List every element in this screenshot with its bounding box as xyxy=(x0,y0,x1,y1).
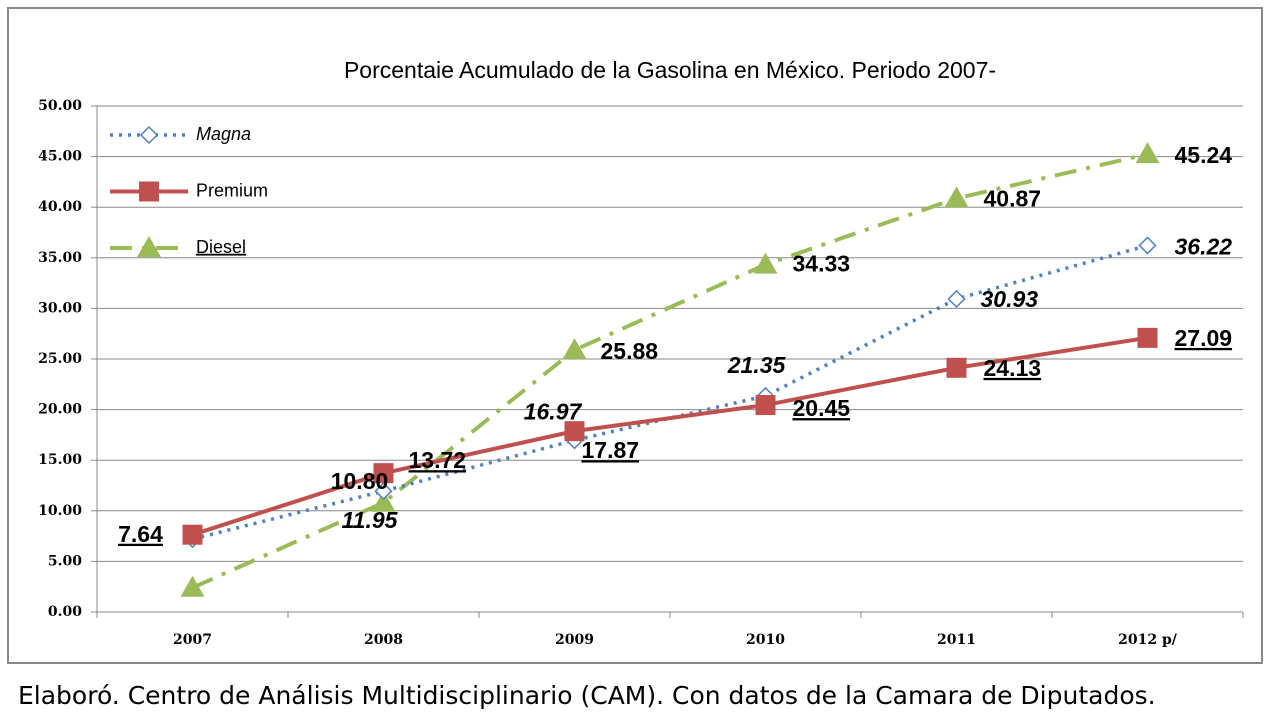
x-tick-label: 2011 xyxy=(937,632,976,648)
data-label: 17.87 xyxy=(582,437,640,463)
legend-label: Diesel xyxy=(196,237,246,257)
data-label: 10.80 xyxy=(331,468,389,494)
data-label: 11.95 xyxy=(342,507,399,533)
chart-title: Porcentaie Acumulado de la Gasolina en M… xyxy=(344,57,996,83)
marker xyxy=(1135,142,1160,164)
data-label: 25.88 xyxy=(601,338,659,364)
marker xyxy=(373,463,394,484)
series-line xyxy=(191,152,1148,590)
x-tick-label: 2009 xyxy=(555,632,594,648)
x-tick-label: 2012 p/ xyxy=(1118,632,1178,648)
x-tick-label: 2008 xyxy=(364,632,403,648)
legend-label: Magna xyxy=(196,124,251,144)
marker xyxy=(947,289,966,309)
y-tick-label: 40.00 xyxy=(38,199,82,215)
marker xyxy=(374,482,393,501)
data-label: 30.93 xyxy=(981,286,1039,312)
data-label: 34.33 xyxy=(793,251,851,277)
series-line xyxy=(191,335,1148,537)
data-label: 40.87 xyxy=(984,185,1042,211)
series-line xyxy=(192,243,1148,541)
footer-note: Elaboró. Centro de Análisis Multidiscipl… xyxy=(18,681,1156,710)
data-label: 16.97 xyxy=(524,398,583,424)
marker xyxy=(182,524,203,545)
legend-marker xyxy=(137,236,161,257)
legend-label: Premium xyxy=(196,180,268,200)
y-tick-label: 45.00 xyxy=(38,149,82,165)
marker xyxy=(944,186,969,208)
marker xyxy=(946,357,967,378)
y-tick-label: 35.00 xyxy=(38,250,82,266)
data-label: 36.22 xyxy=(1175,234,1233,260)
x-tick-label: 2007 xyxy=(173,632,212,648)
marker xyxy=(180,575,205,597)
marker xyxy=(753,252,778,274)
marker xyxy=(1137,327,1158,348)
marker xyxy=(1138,236,1157,255)
y-tick-label: 20.00 xyxy=(38,402,82,418)
marker xyxy=(371,490,396,512)
marker xyxy=(564,421,585,442)
y-tick-label: 15.00 xyxy=(38,452,82,468)
chart-frame xyxy=(7,7,1263,664)
data-label: 20.45 xyxy=(793,395,851,421)
y-tick-label: 50.00 xyxy=(38,98,82,114)
data-label: 13.72 xyxy=(409,447,467,473)
y-tick-label: 10.00 xyxy=(38,503,82,519)
x-tick-label: 2010 xyxy=(746,632,785,648)
y-tick-label: 25.00 xyxy=(38,351,82,367)
marker xyxy=(755,395,776,416)
legend-marker xyxy=(139,125,159,145)
legend-marker xyxy=(139,181,159,202)
data-label: 45.24 xyxy=(1175,142,1233,168)
data-label: 24.13 xyxy=(984,355,1042,381)
data-label: 21.35 xyxy=(727,352,787,378)
y-tick-label: 0.00 xyxy=(48,604,82,620)
marker xyxy=(562,338,587,360)
y-tick-label: 30.00 xyxy=(38,300,82,316)
data-label: 27.09 xyxy=(1175,325,1233,351)
data-label: 7.64 xyxy=(118,521,163,547)
y-tick-label: 5.00 xyxy=(48,553,82,569)
